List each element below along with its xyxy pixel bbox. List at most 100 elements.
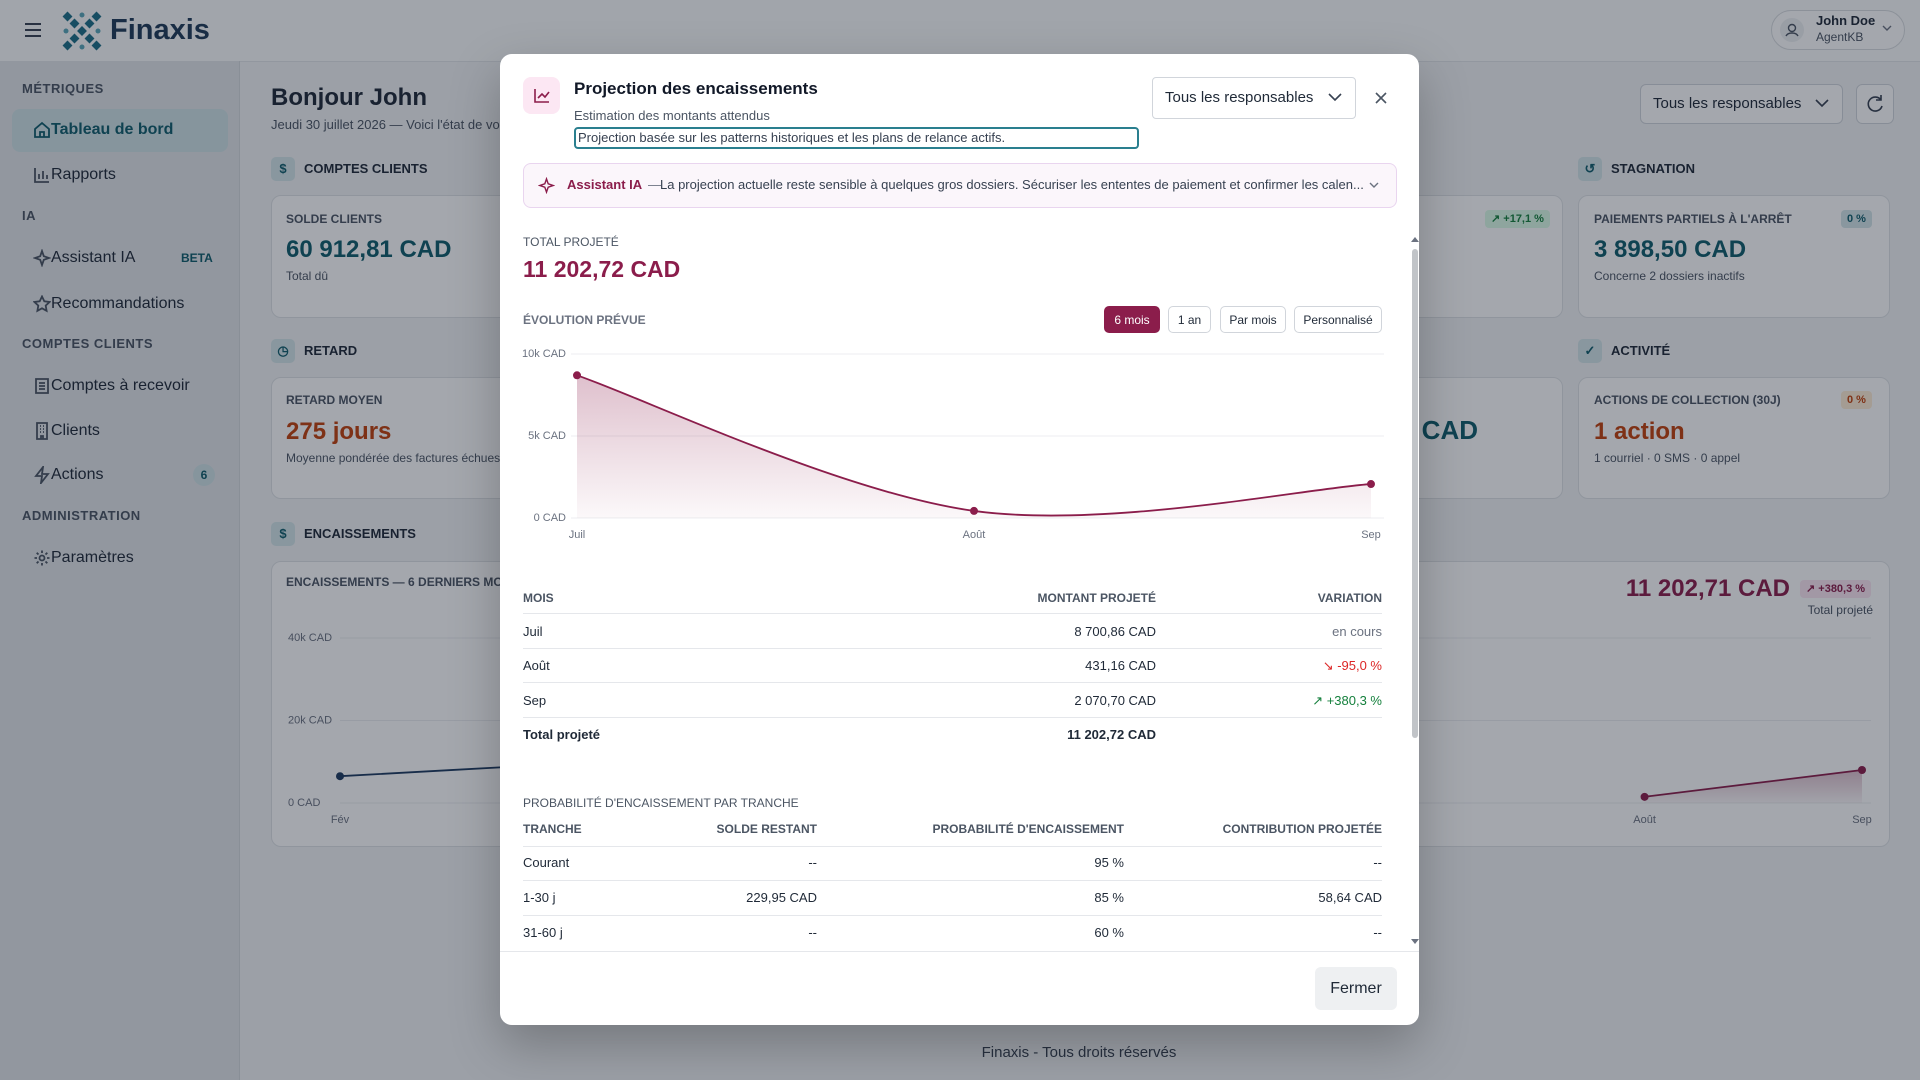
table-cell: 11 202,72 CAD [1067,726,1156,742]
y-tick-label: 10k CAD [522,348,566,360]
kpi-card [1578,377,1890,499]
section-title: PROBABILITÉ D'ENCAISSEMENT PAR TRANCHE [523,796,799,810]
kpi-value: 3 898,50 CAD [1594,236,1747,263]
filter-value: Tous les responsables [1653,95,1802,112]
nav-item[interactable]: Actions [51,466,104,483]
avatar [1780,18,1804,42]
chevron [1815,99,1829,108]
note-input[interactable] [574,127,1139,149]
refresh-button[interactable] [1856,84,1894,124]
table-cell: Juil [523,624,543,639]
nav-item[interactable]: Comptes à recevoir [51,377,190,394]
x-tick-label: Fév [331,814,350,826]
nav-item[interactable]: Clients [51,422,100,439]
x-tick-label: Août [1633,814,1656,826]
row-divider [523,880,1382,881]
close-icon[interactable] [1374,91,1388,105]
table-cell: CONTRIBUTION PROJETÉE [1222,822,1382,836]
ai-separator: — [648,177,661,192]
footer: Finaxis - Tous droits réservés [981,1044,1177,1061]
section-title: ACTIVITÉ [1611,343,1671,358]
table-cell: -- [1373,925,1382,940]
table-cell: 229,95 CAD [746,890,817,905]
table-cell: 431,16 CAD [1085,658,1156,674]
kpi-card [1578,195,1890,318]
beta-badge: BETA [181,251,213,265]
scroll-up[interactable] [1411,236,1419,242]
icon [33,249,51,267]
table-cell: Sep [523,692,547,708]
section-icon: ↺ [1578,157,1602,181]
table-cell: -- [808,855,817,870]
ai-text: La projection actuelle reste sensible à … [660,177,1364,192]
close-button[interactable]: Fermer [1315,967,1397,1010]
nav-item[interactable]: Recommandations [51,295,185,312]
sidebar [0,61,240,1080]
row-divider [523,613,1382,614]
user-role: AgentKB [1816,30,1864,44]
table-cell: ↘ -95,0 % [1322,658,1382,674]
kpi-value: 275 jours [286,418,392,445]
section-title: RETARD [304,343,358,358]
table-cell: -- [1373,855,1382,870]
line [1644,769,1863,798]
section-icon: ◷ [271,339,295,363]
projection-modal: Projection des encaissements Estimation … [500,54,1419,1025]
chart-title: ENCAISSEMENTS — 6 DERNIERS MOIS [286,575,515,589]
nav-item[interactable]: Assistant IA [51,249,136,266]
point [1640,792,1649,801]
icon [34,466,50,484]
ai-banner[interactable] [523,163,1397,208]
total-label: TOTAL PROJETÉ [523,235,619,249]
filter-value: Tous les responsables [1165,89,1314,106]
y-tick-label: 20k CAD [288,714,332,726]
y-tick-label: 0 CAD [534,512,566,524]
filter-select[interactable] [1152,77,1356,119]
nav-item[interactable]: Paramètres [51,549,134,566]
table-cell: SOLDE RESTANT [716,822,817,836]
table-cell: Courant [523,855,570,870]
x-tick-label: Sep [1361,529,1381,541]
row-divider [523,915,1382,916]
icon [34,550,50,566]
nav-section: ADMINISTRATION [22,508,141,523]
kpi-label: PAIEMENTS PARTIELS À L'ARRÊT [1594,212,1792,226]
row-divider [523,716,1382,718]
icon [33,295,51,313]
footer-divider [500,951,1419,952]
table-cell: 95 % [1094,855,1124,870]
table-cell: VARIATION [1317,591,1382,605]
modal-icon [523,77,560,114]
icon [34,168,49,183]
modal-subtitle: Estimation des montants attendus [574,108,770,123]
range-button[interactable]: 1 an [1168,306,1211,333]
logo [62,11,102,51]
filter-select[interactable] [1640,84,1843,124]
icon [34,121,50,138]
scroll-down[interactable] [1411,939,1419,945]
range-button[interactable]: Personnalisé [1294,306,1382,333]
evolution-label: ÉVOLUTION PRÉVUE [523,313,646,327]
chart-total-label: Total projeté [1807,603,1873,617]
chevron [1882,25,1892,31]
menu-button[interactable] [22,19,44,41]
brand: Finaxis [110,14,210,46]
row-divider [523,846,1382,847]
kpi-label: SOLDE CLIENTS [286,212,383,226]
table-cell: MOIS [523,591,554,605]
nav-item[interactable]: Rapports [51,166,116,183]
nav-section: MÉTRIQUES [22,81,104,96]
table-cell: -- [808,925,817,940]
nav-item[interactable]: Tableau de bord [51,121,174,138]
user-name: John Doe [1816,13,1876,28]
table-cell: Août [523,658,550,674]
range-button[interactable]: 6 mois [1104,306,1160,333]
range-button[interactable]: Par mois [1220,306,1286,333]
sparkle-icon [538,177,555,194]
scrollbar-thumb[interactable] [1412,249,1418,738]
table-cell: 8 700,86 CAD [1074,624,1156,639]
kpi-sub: Moyenne pondérée des factures échues [286,451,501,465]
x-tick-label: Juil [569,529,586,541]
section-icon: $ [271,522,295,546]
